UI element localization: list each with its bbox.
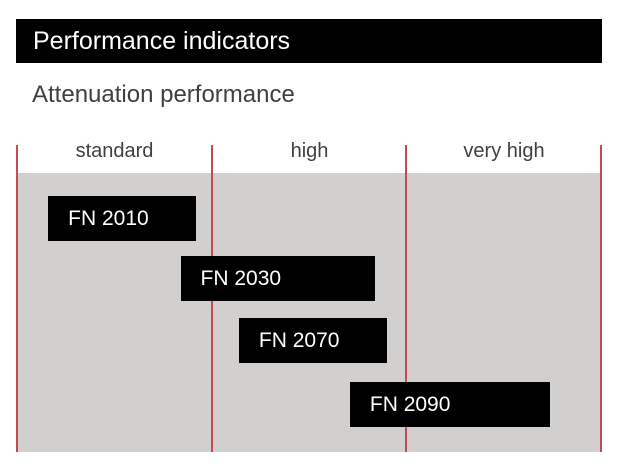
- bar-label: FN 2030: [200, 267, 282, 290]
- range-bar-fn-2070: FN 2070: [238, 318, 387, 363]
- range-bar-fn-2090: FN 2090: [349, 382, 551, 427]
- range-bar-fn-2010: FN 2010: [48, 196, 197, 241]
- bar-label: FN 2090: [369, 393, 451, 416]
- column-divider: [600, 145, 602, 452]
- section-subtitle: Attenuation performance: [32, 81, 295, 108]
- bar-label: FN 2010: [68, 207, 149, 230]
- column-header-standard: standard: [75, 140, 154, 162]
- column-divider: [405, 145, 408, 452]
- column-header-very-high: very high: [463, 140, 545, 162]
- title-bar: Performance indicators: [16, 19, 602, 63]
- page-title: Performance indicators: [33, 27, 291, 55]
- bar-label: FN 2070: [258, 329, 340, 352]
- range-bar-fn-2030: FN 2030: [180, 256, 376, 301]
- column-divider: [16, 145, 18, 452]
- column-header-high: high: [290, 140, 329, 162]
